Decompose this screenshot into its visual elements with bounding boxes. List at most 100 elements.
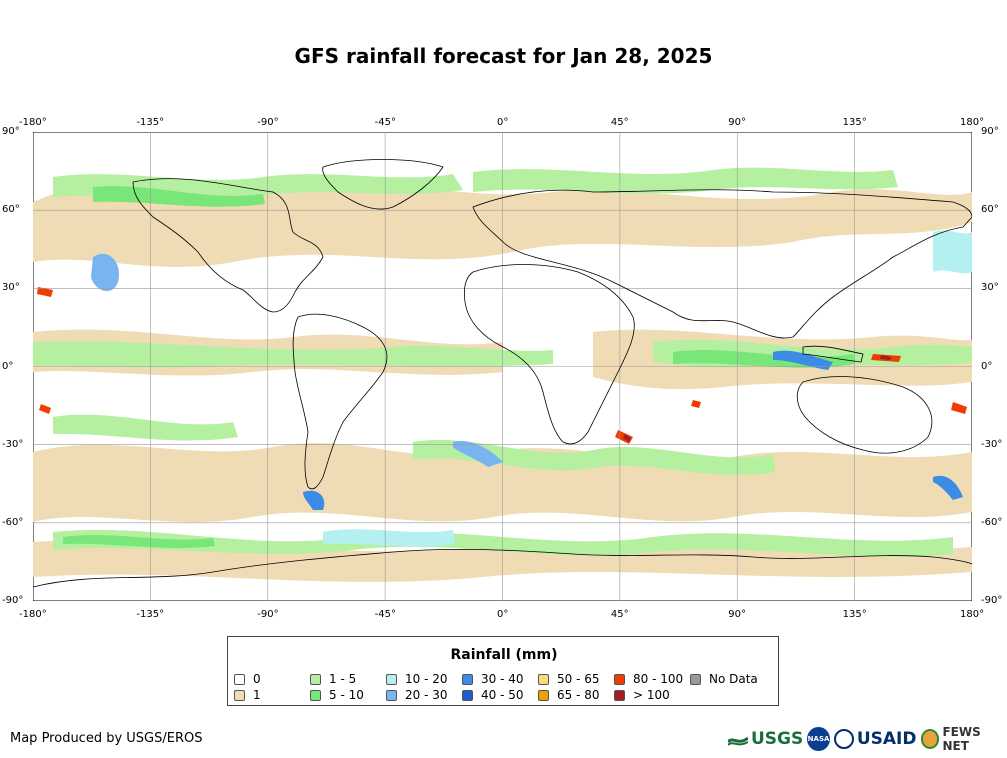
legend-swatch bbox=[538, 673, 549, 685]
usaid-seal-icon bbox=[833, 729, 854, 749]
lat-tick-right: -60° bbox=[981, 516, 1003, 528]
lon-tick-top: -45° bbox=[374, 117, 396, 128]
lon-tick-bottom: -180° bbox=[19, 609, 47, 620]
lat-tick-right: 0° bbox=[981, 360, 993, 372]
lat-tick-left: -60° bbox=[2, 516, 24, 528]
lat-tick-right: -90° bbox=[981, 595, 1003, 606]
map-title: GFS rainfall forecast for Jan 28, 2025 bbox=[294, 44, 713, 68]
fews-globe-icon bbox=[920, 729, 940, 749]
fews-net-logo: FEWS NET bbox=[920, 725, 1007, 753]
legend-item: 40 - 50 bbox=[462, 688, 524, 702]
coastline-indonesia bbox=[802, 345, 864, 363]
lon-tick-top: 135° bbox=[842, 117, 867, 128]
rain-band-5mm bbox=[473, 167, 898, 194]
rain-band-5mm bbox=[53, 529, 953, 557]
lat-tick-right: 60° bbox=[981, 204, 999, 216]
rain-band-15mm bbox=[933, 230, 972, 274]
rain-band-35mm bbox=[933, 475, 963, 500]
lon-tick-bottom: 180° bbox=[960, 609, 985, 620]
lat-tick-left: 30° bbox=[2, 282, 20, 294]
lon-tick-top: -90° bbox=[257, 117, 279, 128]
legend-item: 0 bbox=[234, 672, 261, 686]
coastline-australia bbox=[796, 376, 933, 454]
lon-tick-top: 0° bbox=[497, 117, 509, 128]
lat-tick-right: 30° bbox=[981, 282, 999, 294]
lat-tick-right: 90° bbox=[981, 126, 999, 137]
lon-tick-bottom: 0° bbox=[497, 609, 509, 620]
lon-tick-bottom: -90° bbox=[257, 609, 279, 620]
legend-label: 1 - 5 bbox=[329, 672, 357, 686]
lon-tick-top: 180° bbox=[960, 117, 985, 128]
legend-swatch bbox=[538, 689, 549, 701]
coastline-north-america bbox=[132, 178, 324, 313]
legend-title: Rainfall (mm) bbox=[450, 647, 558, 663]
coastlines bbox=[33, 159, 972, 588]
legend-swatch bbox=[310, 689, 321, 701]
logo-bar: USGS NASA USAID FEWS NET bbox=[728, 724, 1007, 754]
legend-label: 80 - 100 bbox=[633, 672, 684, 686]
legend-item: 30 - 40 bbox=[462, 672, 524, 686]
rain-band-5mm bbox=[93, 186, 265, 207]
legend-item: 1 bbox=[234, 688, 261, 702]
legend-item: 65 - 80 bbox=[538, 688, 600, 702]
lat-tick-left: 0° bbox=[2, 360, 14, 372]
rain-core-90mm bbox=[37, 287, 53, 297]
nasa-logo: NASA bbox=[807, 727, 830, 751]
usgs-logo-text: USGS bbox=[751, 729, 804, 749]
lon-tick-bottom: 45° bbox=[610, 609, 629, 620]
nasa-logo-text: NASA bbox=[807, 735, 830, 743]
legend-label: 50 - 65 bbox=[557, 672, 600, 686]
lon-tick-top: -180° bbox=[19, 117, 47, 128]
rain-band-5mm bbox=[63, 534, 215, 548]
coastline-africa bbox=[464, 264, 635, 445]
legend-label: 10 - 20 bbox=[405, 672, 448, 686]
legend-label: 5 - 10 bbox=[329, 688, 364, 702]
rain-band-15mm bbox=[323, 529, 455, 547]
legend-label: No Data bbox=[709, 672, 758, 686]
lon-tick-bottom: -45° bbox=[374, 609, 396, 620]
legend-item: 1 - 5 bbox=[310, 672, 356, 686]
rain-band-5mm bbox=[53, 414, 238, 441]
legend-item: No Data bbox=[690, 672, 758, 686]
legend-item: 5 - 10 bbox=[310, 688, 364, 702]
usaid-logo: USAID bbox=[833, 729, 917, 749]
legend-item: > 100 bbox=[614, 688, 670, 702]
rain-band-5mm bbox=[33, 341, 553, 368]
lon-tick-top: -135° bbox=[136, 117, 165, 128]
lat-tick-left: 60° bbox=[2, 204, 20, 216]
credit-text: Map Produced by USGS/EROS bbox=[10, 731, 203, 746]
rain-band-35mm bbox=[773, 350, 833, 370]
lat-tick-left: 90° bbox=[2, 126, 20, 137]
legend-item: 50 - 65 bbox=[538, 672, 600, 686]
coastline-eurasia bbox=[472, 189, 972, 339]
rain-band-5mm bbox=[413, 439, 775, 476]
legend-label: 30 - 40 bbox=[481, 672, 524, 686]
legend-label: 65 - 80 bbox=[557, 688, 600, 702]
legend-item: 10 - 20 bbox=[386, 672, 448, 686]
legend-label: 20 - 30 bbox=[405, 688, 448, 702]
legend-item: 80 - 100 bbox=[614, 672, 683, 686]
coastline-greenland bbox=[322, 159, 444, 210]
lat-tick-left: -30° bbox=[2, 438, 24, 450]
legend-label: 1 bbox=[253, 688, 261, 702]
lon-tick-bottom: 90° bbox=[728, 609, 746, 620]
rain-band-25mm bbox=[453, 441, 503, 467]
usgs-logo: USGS bbox=[728, 729, 803, 749]
rain-core-110mm bbox=[880, 355, 891, 360]
legend-label: > 100 bbox=[633, 688, 670, 702]
lon-tick-bottom: -135° bbox=[136, 609, 165, 620]
lon-tick-top: 90° bbox=[728, 117, 746, 128]
rain-band-35mm bbox=[303, 490, 325, 510]
legend-swatch bbox=[462, 673, 473, 685]
lat-tick-right: -30° bbox=[981, 438, 1003, 450]
legend-swatch bbox=[234, 689, 245, 701]
legend-swatch bbox=[462, 689, 473, 701]
legend-swatch bbox=[614, 689, 625, 701]
usaid-logo-text: USAID bbox=[856, 729, 917, 749]
coastline-south-america bbox=[292, 313, 388, 490]
rain-core-90mm bbox=[691, 400, 701, 408]
usgs-wave-icon bbox=[728, 736, 748, 746]
fews-net-logo-text: FEWS NET bbox=[942, 725, 981, 753]
legend-item: 20 - 30 bbox=[386, 688, 448, 702]
rainfall-map bbox=[33, 132, 972, 601]
